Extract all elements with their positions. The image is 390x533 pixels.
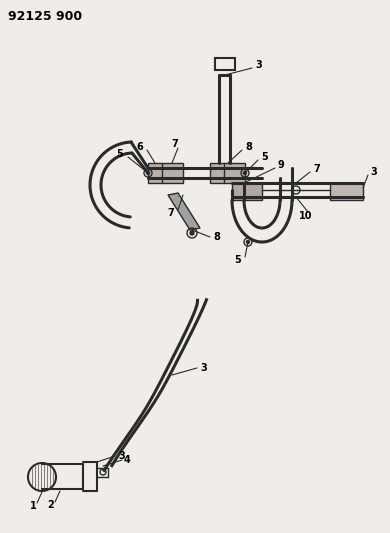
Circle shape — [243, 172, 246, 174]
Text: 10: 10 — [299, 211, 313, 221]
Text: 3: 3 — [200, 363, 207, 373]
Text: 8: 8 — [245, 142, 252, 152]
Bar — [210, 163, 245, 183]
Bar — [330, 183, 363, 200]
Text: 3: 3 — [370, 167, 377, 177]
Text: 92125 900: 92125 900 — [8, 11, 82, 23]
Text: 5: 5 — [261, 152, 268, 162]
Circle shape — [246, 240, 250, 244]
Circle shape — [147, 172, 149, 174]
Bar — [148, 163, 183, 183]
Text: 8: 8 — [213, 232, 220, 242]
Text: 9: 9 — [278, 160, 285, 170]
Text: 4: 4 — [124, 455, 131, 465]
Text: 7: 7 — [167, 208, 174, 218]
Polygon shape — [168, 193, 200, 230]
Circle shape — [190, 231, 194, 235]
Bar — [215, 58, 235, 70]
Text: 1: 1 — [30, 501, 36, 511]
Text: 5: 5 — [234, 255, 241, 265]
Text: 5: 5 — [116, 149, 123, 159]
Text: 3: 3 — [255, 60, 262, 70]
Bar — [232, 183, 262, 200]
Text: 6: 6 — [136, 142, 143, 152]
Text: 3: 3 — [118, 451, 125, 461]
Text: 7: 7 — [313, 164, 320, 174]
Text: 2: 2 — [48, 500, 54, 510]
Text: 7: 7 — [172, 139, 178, 149]
